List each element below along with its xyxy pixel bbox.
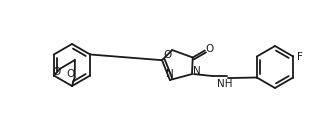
- Text: O: O: [163, 50, 171, 60]
- Text: O: O: [206, 45, 214, 55]
- Text: O: O: [66, 69, 75, 79]
- Text: N: N: [166, 69, 174, 79]
- Text: F: F: [297, 51, 303, 62]
- Text: O: O: [52, 67, 60, 77]
- Text: NH: NH: [217, 79, 233, 89]
- Text: N: N: [193, 66, 201, 76]
